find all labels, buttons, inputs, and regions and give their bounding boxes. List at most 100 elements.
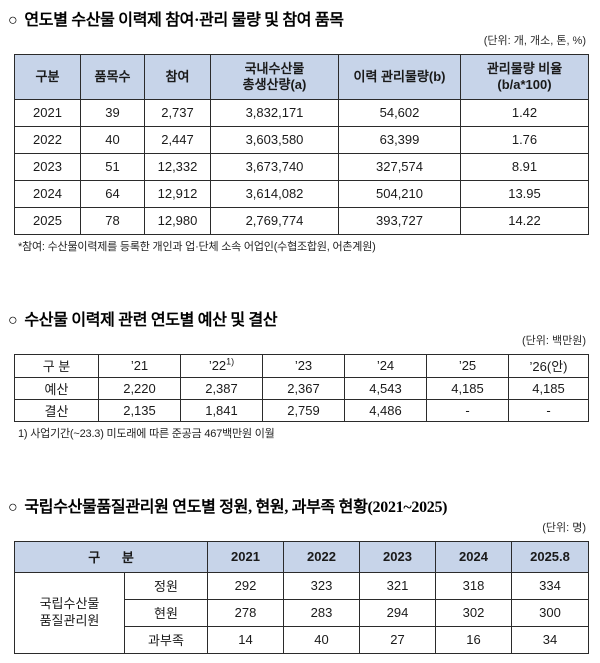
table-row: 예산 2,220 2,387 2,367 4,543 4,185 4,185 [14, 376, 589, 400]
col-header-year-21: ’21 [98, 353, 181, 378]
table-cell: 1.76 [460, 125, 589, 154]
table-cell: 393,727 [338, 206, 461, 235]
table-cell: 51 [80, 152, 145, 181]
table-cell: 300 [511, 598, 589, 627]
table-cell: 4,185 [508, 376, 589, 400]
table-cell: 2,387 [180, 376, 263, 400]
table-cell: 4,543 [344, 376, 427, 400]
table-cell: 39 [80, 98, 145, 127]
col-header-2023: 2023 [359, 540, 436, 573]
table-cell: 504,210 [338, 179, 461, 208]
table-cell: 321 [359, 571, 436, 600]
table-row: 2022 40 2,447 3,603,580 63,399 1.76 [14, 125, 589, 154]
staffing-table: 구 분 2021 2022 2023 2024 2025.8 국립수산물 품질관… [14, 540, 589, 654]
table-cell: 2,367 [262, 376, 345, 400]
table-cell: 3,603,580 [210, 125, 339, 154]
col-header-2024: 2024 [435, 540, 512, 573]
table-cell: 294 [359, 598, 436, 627]
table-row: 2025 78 12,980 2,769,774 393,727 14.22 [14, 206, 589, 235]
table-row: 2023 51 12,332 3,673,740 327,574 8.91 [14, 152, 589, 181]
section3-title: ○ 국립수산물품질관리원 연도별 정원, 현원, 과부족 현황(2021~2025… [8, 497, 588, 519]
section2-footnote: 1) 사업기간(~23.3) 미도래에 따른 준공금 467백만원 이월 [18, 427, 275, 440]
table-row: 2024 64 12,912 3,614,082 504,210 13.95 [14, 179, 589, 208]
table-row: 현원 278 283 294 302 300 [15, 598, 589, 627]
table-cell: 2,737 [144, 98, 211, 127]
section3-title-text: 국립수산물품질관리원 연도별 정원, 현원, 과부족 현황(2021~2025) [24, 499, 448, 517]
table-cell: 63,399 [338, 125, 461, 154]
table-cell: - [508, 398, 589, 422]
table-cell: 327,574 [338, 152, 461, 181]
table-cell: 283 [283, 598, 360, 627]
table-cell: 2,759 [262, 398, 345, 422]
col-header-year-23: ’23 [262, 353, 345, 378]
table-header-row: 구 분 ’21 ’221) ’23 ’24 ’25 ’26(안) [14, 353, 589, 378]
table-header-row: 구분 품목수 참여 국내수산물 총생산량(a) 이력 관리물량(b) 관리물량 … [14, 53, 589, 100]
table-cell: 2,135 [98, 398, 181, 422]
section1-title-text: 연도별 수산물 이력제 참여·관리 물량 및 참여 품목 [24, 12, 344, 29]
table-cell: 64 [80, 179, 145, 208]
table-cell: 278 [207, 598, 284, 627]
table-cell: 2,220 [98, 376, 181, 400]
table-cell: 54,602 [338, 98, 461, 127]
table-cell: 16 [435, 625, 512, 654]
section2-title-text: 수산물 이력제 관련 연도별 예산 및 결산 [24, 312, 278, 330]
row-label-settlement: 결산 [14, 398, 99, 422]
table-cell: 12,332 [144, 152, 211, 181]
col-header-total-production: 국내수산물 총생산량(a) [210, 53, 339, 100]
table-cell: 34 [511, 625, 589, 654]
table-cell: 12,980 [144, 206, 211, 235]
table-cell: 27 [359, 625, 436, 654]
section3-unit-label: (단위: 명) [542, 521, 586, 534]
table-cell: 2022 [14, 125, 81, 154]
table-cell: 3,832,171 [210, 98, 339, 127]
table-cell: 78 [80, 206, 145, 235]
col-header-year-22: ’221) [180, 353, 263, 378]
table-cell: 4,185 [426, 376, 509, 400]
table-cell: 292 [207, 571, 284, 600]
table-cell: 2024 [14, 179, 81, 208]
row-label-budget: 예산 [14, 376, 99, 400]
section1-title: ○ 연도별 수산물 이력제 참여·관리 물량 및 참여 품목 [8, 10, 588, 32]
circle-bullet-icon: ○ [8, 12, 18, 29]
col-header-gubun: 구 분 [14, 540, 208, 573]
section1-footnote: *참여: 수산물이력제를 등록한 개인과 업·단체 소속 어업인(수협조합원, … [18, 240, 376, 253]
table-cell: 40 [80, 125, 145, 154]
table-row: 2021 39 2,737 3,832,171 54,602 1.42 [14, 98, 589, 127]
col-header-2025-8: 2025.8 [511, 540, 589, 573]
footnote-ref: 1) [226, 357, 235, 368]
table-cell: 12,912 [144, 179, 211, 208]
table-cell: 4,486 [344, 398, 427, 422]
table-cell: 13.95 [460, 179, 589, 208]
col-header-year-25: ’25 [426, 353, 509, 378]
table-cell: 2,769,774 [210, 206, 339, 235]
section2-title: ○ 수산물 이력제 관련 연도별 예산 및 결산 [8, 310, 588, 332]
col-header-gubun: 구분 [14, 53, 81, 100]
circle-bullet-icon: ○ [8, 499, 18, 517]
table-row: 결산 2,135 1,841 2,759 4,486 - - [14, 398, 589, 422]
table-cell: 8.91 [460, 152, 589, 181]
table-cell: 2021 [14, 98, 81, 127]
table-cell: 318 [435, 571, 512, 600]
table-cell: - [426, 398, 509, 422]
table-header-row: 구 분 2021 2022 2023 2024 2025.8 [14, 540, 589, 573]
table-cell: 40 [283, 625, 360, 654]
col-header-2021: 2021 [207, 540, 284, 573]
row-label-current: 현원 [124, 598, 208, 627]
section2-unit-label: (단위: 백만원) [521, 334, 586, 347]
table-cell: 302 [435, 598, 512, 627]
table-cell: 323 [283, 571, 360, 600]
table-cell: 1,841 [180, 398, 263, 422]
circle-bullet-icon: ○ [8, 312, 18, 330]
section1-unit-label: (단위: 개, 개소, 톤, %) [483, 34, 586, 47]
budget-table: 구 분 ’21 ’221) ’23 ’24 ’25 ’26(안) 예산 2,22… [14, 353, 589, 422]
table-cell: 2,447 [144, 125, 211, 154]
table-row: 과부족 14 40 27 16 34 [15, 625, 589, 654]
row-label-shortage: 과부족 [124, 625, 208, 654]
traceability-table: 구분 품목수 참여 국내수산물 총생산량(a) 이력 관리물량(b) 관리물량 … [14, 53, 589, 235]
org-name-cell: 국립수산물 품질관리원 [14, 571, 125, 654]
row-label-authorized: 정원 [124, 571, 208, 600]
table-cell: 2023 [14, 152, 81, 181]
table-cell: 334 [511, 571, 589, 600]
col-header-managed-volume: 이력 관리물량(b) [338, 53, 461, 100]
